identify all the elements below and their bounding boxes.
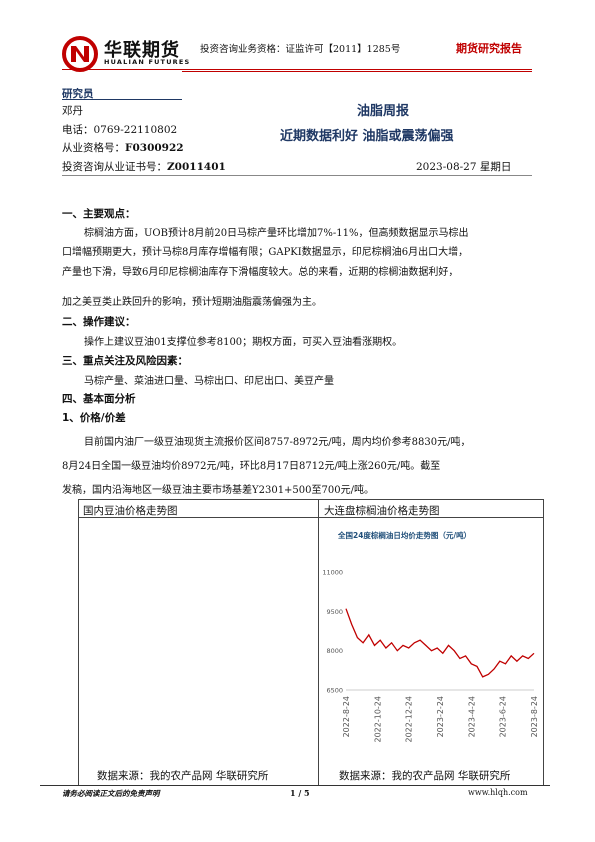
company-name-cn: 华联期货 xyxy=(104,40,180,61)
company-logo-icon xyxy=(62,36,98,72)
x-tick-label: 2023-8-24 xyxy=(530,696,539,737)
date-rule xyxy=(62,175,532,176)
section-1-line: 棕榈油方面，UOB预计8月前20日马棕产量环比增加7%-11%，但高频数据显示马… xyxy=(84,228,469,239)
page-number: 1 / 5 xyxy=(290,788,310,798)
license-text: 投资咨询业务资格：证监许可【2011】1285号 xyxy=(200,44,401,55)
section-2-text: 操作上建议豆油01支撑位参考8100；期权方面，可买入豆油看涨期权。 xyxy=(84,337,403,348)
qualification-number: F0300922 xyxy=(125,142,184,154)
document-date: 2023-08-27 星期日 xyxy=(416,161,512,173)
left-chart-source: 数据来源：我的农产品网 华联研究所 xyxy=(97,770,269,782)
section-1-line: 加之美豆类止跌回升的影响，预计短期油脂震荡偏强为主。 xyxy=(62,297,322,308)
section-4-line: 8月24日全国一级豆油均价8972元/吨，环比8月17日8712元/吨上涨260… xyxy=(62,461,441,472)
right-chart-source: 数据来源：我的农产品网 华联研究所 xyxy=(339,770,511,782)
y-tick-label: 8000 xyxy=(326,647,343,655)
analyst-qualification: 从业资格号：F0300922 xyxy=(62,140,184,155)
analyst-name: 邓丹 xyxy=(62,105,83,117)
y-tick-label: 6500 xyxy=(326,687,343,695)
section-4-heading: 四、基本面分析 xyxy=(62,393,136,405)
section-4-line: 发稿，国内沿海地区一级豆油主要市场基差Y2301+500至700元/吨。 xyxy=(62,485,374,496)
qualification-label: 从业资格号： xyxy=(62,142,125,154)
document-title: 油脂周报 xyxy=(357,104,410,119)
analyst-phone: 电话：0769-22110802 xyxy=(62,124,178,136)
header-rule-secondary xyxy=(182,71,532,72)
y-tick-label: 9500 xyxy=(326,608,343,616)
header-rule xyxy=(62,69,532,70)
x-tick-label: 2022-8-24 xyxy=(342,696,351,737)
x-tick-label: 2023-2-24 xyxy=(436,696,445,737)
analyst-rule xyxy=(62,99,182,100)
consult-label: 投资咨询从业证书号： xyxy=(62,161,167,173)
x-tick-label: 2023-4-24 xyxy=(467,696,476,737)
footer-url: www.hlqh.com xyxy=(468,788,528,797)
footer-disclaimer: 请务必阅读正文后的免责声明 xyxy=(62,789,160,798)
section-2-heading: 二、操作建议： xyxy=(62,316,136,328)
section-3-text: 马棕产量、菜油进口量、马棕出口、印尼出口、美豆产量 xyxy=(84,376,334,387)
chart-table-header-rule xyxy=(78,517,544,518)
consult-number: Z0011401 xyxy=(167,161,226,173)
document-subtitle: 近期数据利好 油脂或震荡偏强 xyxy=(280,129,454,144)
chart-table-divider xyxy=(318,499,319,786)
section-3-heading: 三、重点关注及风险因素： xyxy=(62,355,188,367)
company-name-en: HUALIAN FUTURES xyxy=(104,58,191,66)
analyst-heading: 研究员 xyxy=(62,88,94,100)
report-type-label: 期货研究报告 xyxy=(456,42,522,55)
x-tick-label: 2023-6-24 xyxy=(499,696,508,737)
y-tick-label: 11000 xyxy=(322,569,343,577)
section-1-heading: 一、主要观点： xyxy=(62,208,136,220)
section-4-line: 目前国内油厂一级豆油现货主流报价区间8757-8972元/吨，周内均价参考883… xyxy=(84,437,471,448)
right-price-chart: 全国24度棕榈油日均价走势图（元/吨）110009500800065002022… xyxy=(322,530,539,743)
left-chart-title: 国内豆油价格走势图 xyxy=(83,505,178,517)
chart-inner-title: 全国24度棕榈油日均价走势图（元/吨） xyxy=(337,530,471,540)
x-tick-label: 2022-12-24 xyxy=(405,696,414,743)
section-4-subheading: 1、价格/价差 xyxy=(62,412,126,424)
section-1-line: 产量也下滑，导致6月印尼棕榈油库存下滑幅度较大。总的来看，近期的棕榈油数据利好， xyxy=(62,267,459,278)
footer-rule xyxy=(40,785,550,786)
x-tick-label: 2022-10-24 xyxy=(373,696,382,743)
left-price-chart xyxy=(80,520,316,764)
section-1-line: 口增幅预期更大，预计马棕8月库存增幅有限；GAPKI数据显示，印尼棕榈油6月出口… xyxy=(62,247,469,258)
right-chart-title: 大连盘棕榈油价格走势图 xyxy=(324,505,440,517)
analyst-consult-cert: 投资咨询从业证书号：Z0011401 xyxy=(62,159,226,174)
price-series-line xyxy=(345,608,535,678)
